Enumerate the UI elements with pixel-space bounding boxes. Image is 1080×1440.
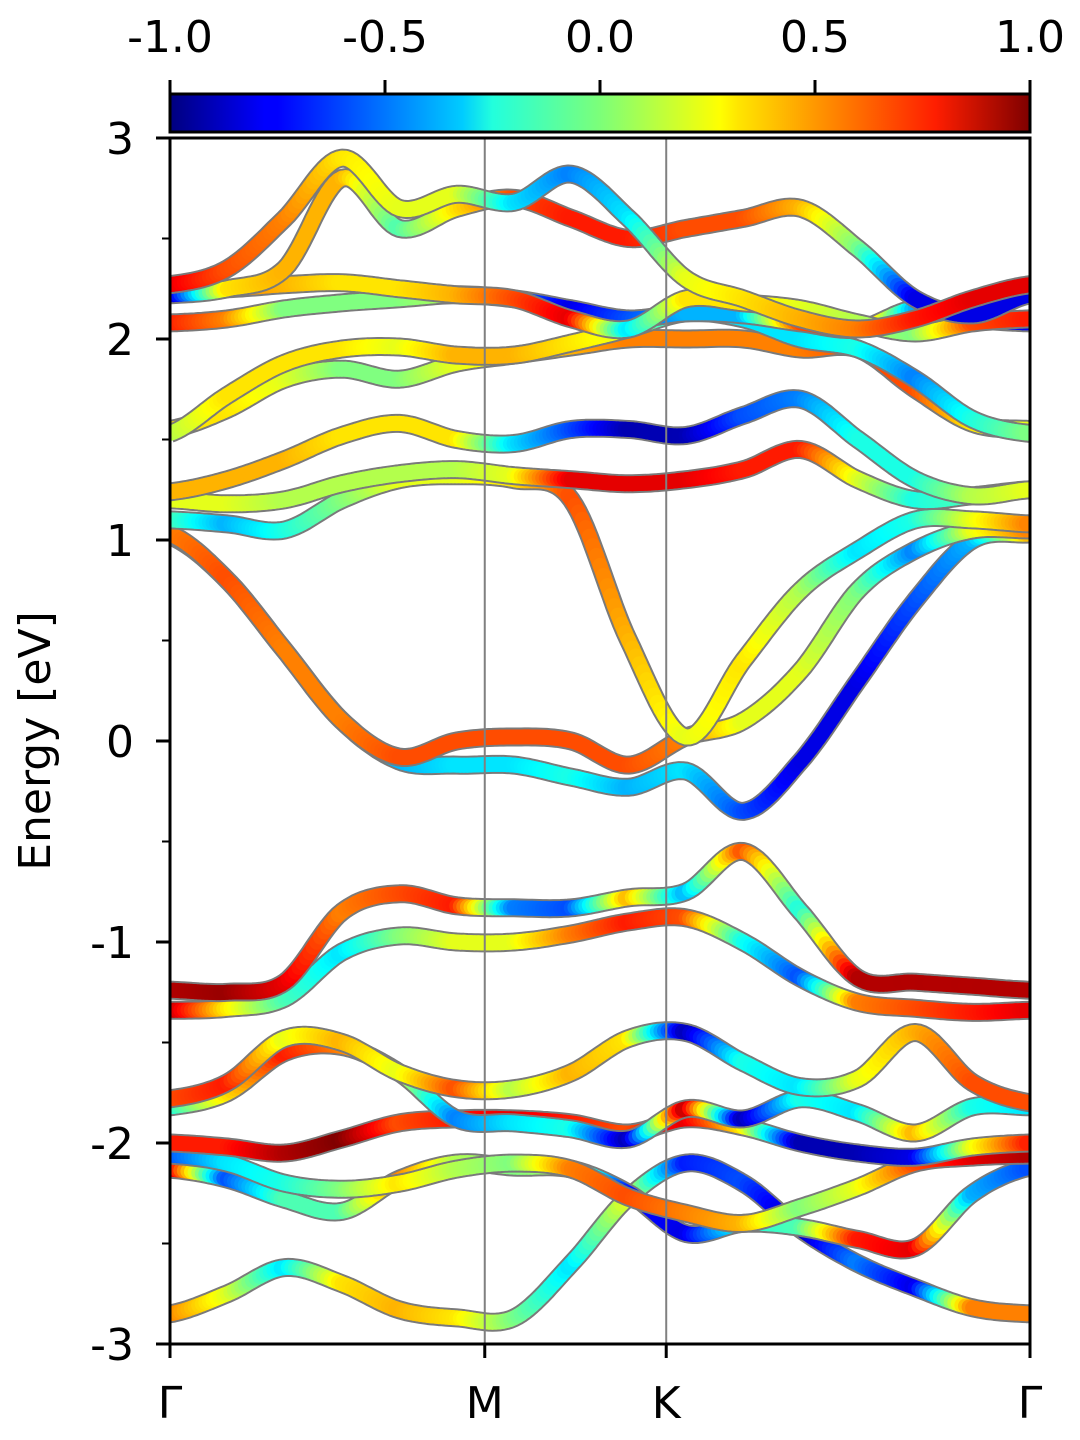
x-tick-label: Γ <box>158 1378 183 1429</box>
band-line <box>170 148 1030 339</box>
bands <box>170 148 1030 1332</box>
band-line <box>170 841 1030 1003</box>
band-line <box>170 466 1030 747</box>
band-line <box>170 389 1030 506</box>
y-tick-label: 1 <box>106 516 134 567</box>
plot-area: 3 2 1 0 -1 -2 -3 Γ M K Γ Energy [eV] <box>10 114 1043 1429</box>
x-tick-label: Γ <box>1018 1378 1043 1429</box>
y-tick-label: 3 <box>106 114 134 165</box>
y-tick-label: 2 <box>106 315 134 366</box>
colorbar-ticks: -1.0 -0.5 0.0 0.5 1.0 <box>127 12 1065 94</box>
colorbar-tick-label: 1.0 <box>995 12 1065 63</box>
band-line <box>170 168 1030 325</box>
colorbar-tick-label: 0.5 <box>780 12 850 63</box>
colorbar-tick-label: 0.0 <box>565 12 635 63</box>
x-tick-label: K <box>652 1378 682 1429</box>
band-line <box>170 1021 1030 1113</box>
kpath-lines <box>483 138 668 1344</box>
y-axis-label: Energy [eV] <box>10 611 61 871</box>
band-line <box>170 907 1030 1022</box>
y-tick-label: -3 <box>90 1320 134 1371</box>
colorbar-tick-label: -1.0 <box>127 12 213 63</box>
band-line <box>170 439 1030 514</box>
colorbar: -1.0 -0.5 0.0 0.5 1.0 <box>127 12 1065 134</box>
colorbar-gradient <box>168 92 1032 134</box>
band-line <box>170 1108 1030 1167</box>
x-tick-label: M <box>466 1378 504 1429</box>
colorbar-tick-label: -0.5 <box>342 12 428 63</box>
y-tick-label: -2 <box>90 1119 134 1170</box>
y-tick-label: -1 <box>90 918 134 969</box>
y-axis-ticks: 3 2 1 0 -1 -2 -3 <box>90 114 170 1371</box>
y-tick-label: 0 <box>106 717 134 768</box>
band-line <box>170 519 1030 775</box>
